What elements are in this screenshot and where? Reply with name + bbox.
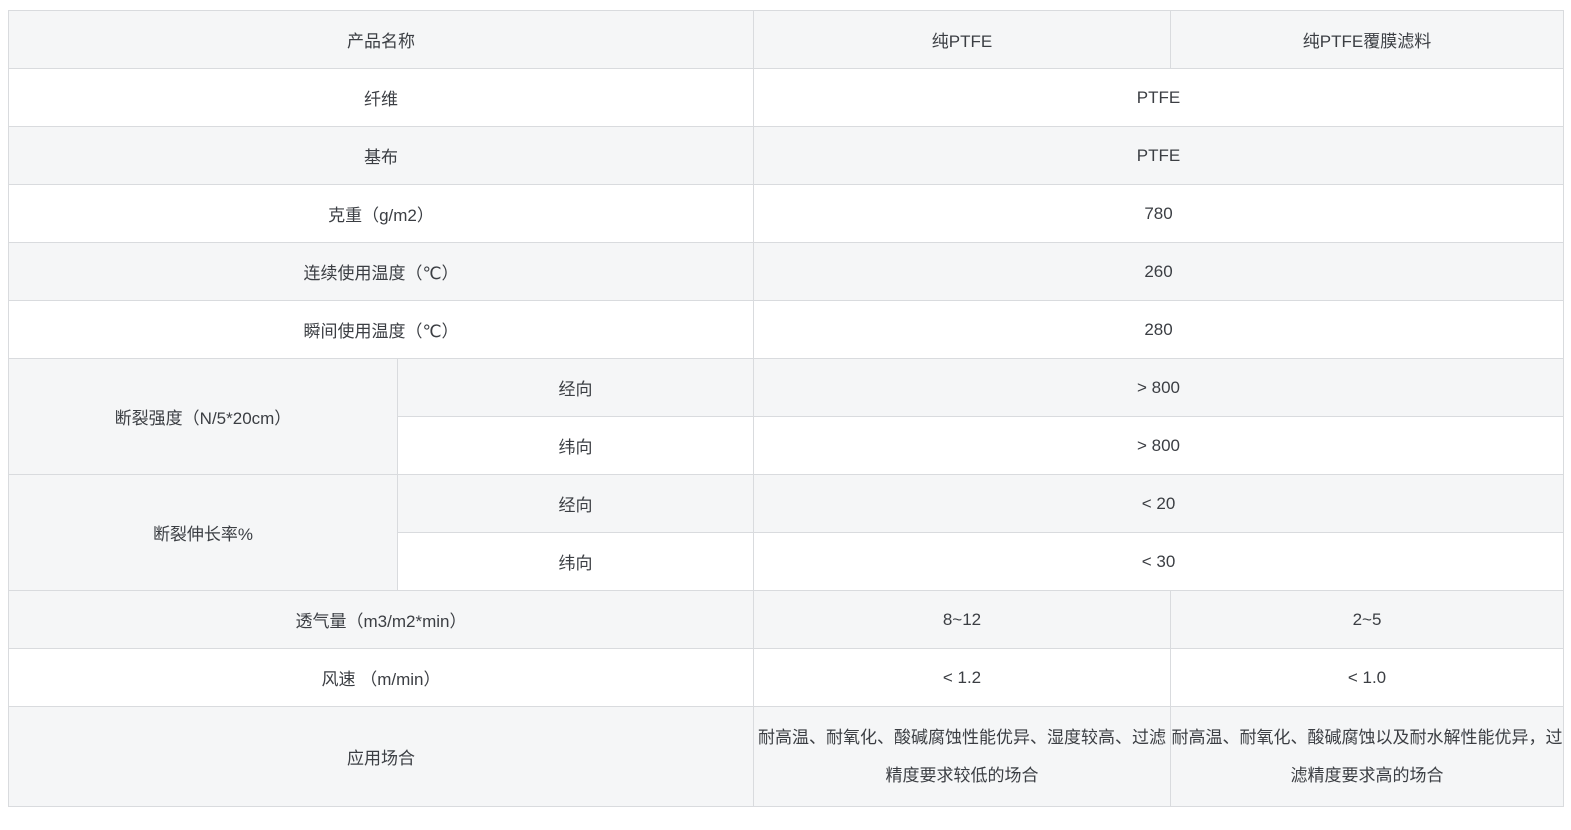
row-break-strength-weft: 纬向 > 800: [8, 416, 1564, 475]
row-label: 风速 （m/min）: [8, 648, 754, 707]
header-row: 产品名称 纯PTFE 纯PTFE覆膜滤料: [8, 10, 1564, 69]
row-label: 瞬间使用温度（℃）: [8, 300, 754, 359]
row-label: 应用场合: [8, 706, 754, 807]
row-value: 780: [753, 184, 1564, 243]
row-continuous-temp: 连续使用温度（℃） 260: [8, 242, 1564, 301]
ptfe-spec-table: 产品名称 纯PTFE 纯PTFE覆膜滤料 纤维 PTFE 基布 PTFE 克重（…: [8, 10, 1564, 807]
row-value: PTFE: [753, 126, 1564, 185]
row-application: 应用场合 耐高温、耐氧化、酸碱腐蚀性能优异、湿度较高、过滤精度要求较低的场合 耐…: [8, 706, 1564, 807]
row-label: 透气量（m3/m2*min）: [8, 590, 754, 649]
row-value: PTFE: [753, 68, 1564, 127]
row-label: 连续使用温度（℃）: [8, 242, 754, 301]
row-value: 260: [753, 242, 1564, 301]
row-fiber: 纤维 PTFE: [8, 68, 1564, 127]
application-text-a: 耐高温、耐氧化、酸碱腐蚀性能优异、湿度较高、过滤精度要求较低的场合: [753, 706, 1171, 807]
row-value: < 20: [753, 474, 1564, 533]
row-label: 纤维: [8, 68, 754, 127]
group-label-break-strength: 断裂强度（N/5*20cm）: [8, 358, 398, 475]
row-value-b: 2~5: [1170, 590, 1564, 649]
row-label: 克重（g/m2）: [8, 184, 754, 243]
row-base-fabric: 基布 PTFE: [8, 126, 1564, 185]
row-elongation-warp: 断裂伸长率% 经向 < 20: [8, 474, 1564, 591]
header-product-a: 纯PTFE: [753, 10, 1171, 69]
sub-label-warp: 经向: [397, 474, 754, 533]
header-product-b: 纯PTFE覆膜滤料: [1170, 10, 1564, 69]
row-instant-temp: 瞬间使用温度（℃） 280: [8, 300, 1564, 359]
row-wind-speed: 风速 （m/min） < 1.2 < 1.0: [8, 648, 1564, 707]
row-value-a: < 1.2: [753, 648, 1171, 707]
sub-label-weft: 纬向: [397, 532, 754, 591]
row-value-b: < 1.0: [1170, 648, 1564, 707]
row-break-strength-warp: 断裂强度（N/5*20cm） 经向 > 800: [8, 358, 1564, 475]
row-value: > 800: [753, 416, 1564, 475]
ptfe-spec-table-container: 产品名称 纯PTFE 纯PTFE覆膜滤料 纤维 PTFE 基布 PTFE 克重（…: [8, 10, 1564, 807]
application-text-b: 耐高温、耐氧化、酸碱腐蚀以及耐水解性能优异，过滤精度要求高的场合: [1170, 706, 1564, 807]
group-label-elongation: 断裂伸长率%: [8, 474, 398, 591]
row-weight: 克重（g/m2） 780: [8, 184, 1564, 243]
row-label: 基布: [8, 126, 754, 185]
row-air-permeability: 透气量（m3/m2*min） 8~12 2~5: [8, 590, 1564, 649]
row-value: > 800: [753, 358, 1564, 417]
row-value: < 30: [753, 532, 1564, 591]
row-value-a: 8~12: [753, 590, 1171, 649]
header-product-name: 产品名称: [8, 10, 754, 69]
sub-label-warp: 经向: [397, 358, 754, 417]
sub-label-weft: 纬向: [397, 416, 754, 475]
row-value: 280: [753, 300, 1564, 359]
